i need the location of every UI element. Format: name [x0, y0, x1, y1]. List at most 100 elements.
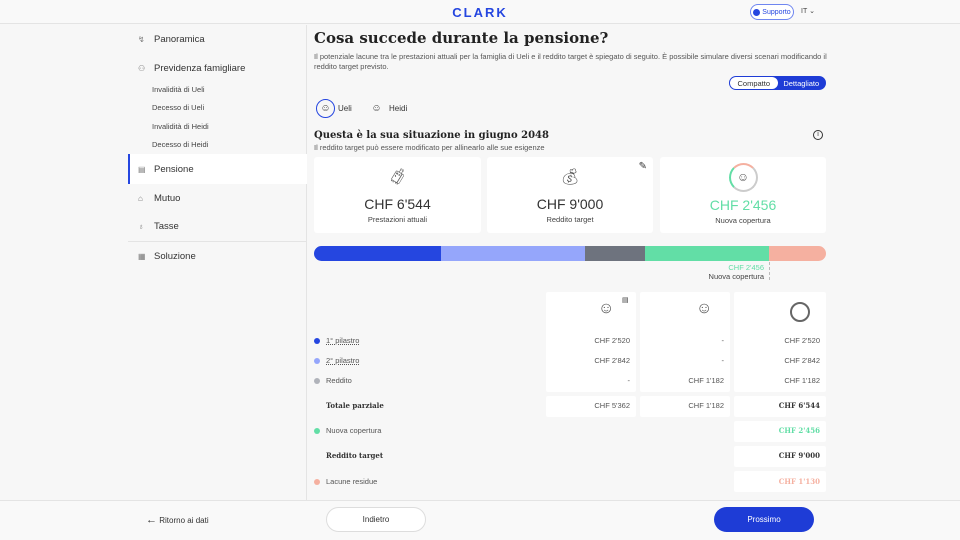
legend-dot — [314, 357, 320, 364]
toggle-compact[interactable]: Compatto — [730, 77, 778, 89]
suitcase-icon: ▤ — [622, 297, 629, 304]
sidebar: ↯ Panoramica ⚇ Previdenza famigliare Inval… — [128, 25, 307, 500]
subtotal-total: CHF 6'544 — [778, 401, 820, 410]
gap-cell — [734, 471, 826, 492]
card-new-coverage: ☺ CHF 2'456 Nuova copertura — [660, 157, 826, 233]
row-label[interactable]: 2° pilastro — [326, 356, 360, 365]
target-cell — [734, 446, 826, 467]
card-value: CHF 2'456 — [709, 197, 777, 213]
gap-value: CHF 1'130 — [778, 477, 820, 486]
support-label: Supporto — [762, 8, 791, 16]
card-label: Prestazioni attuali — [367, 215, 428, 224]
bar-segment — [314, 246, 442, 261]
next-button[interactable]: Prossimo — [714, 507, 814, 532]
card-label: Reddito target — [546, 215, 594, 224]
table-cell: - — [721, 336, 725, 345]
sidebar-item-tasse[interactable]: ♁ Tasse — [128, 211, 307, 241]
column-total — [734, 292, 826, 392]
bar-segment — [585, 246, 645, 261]
sidebar-item-soluzione[interactable]: ▦ Soluzione — [128, 241, 307, 271]
money-bag-icon: 💰︎ — [559, 169, 581, 186]
bar-segment — [768, 246, 826, 261]
legend-dot — [314, 427, 320, 434]
divider — [128, 241, 307, 242]
document-icon: ▦ — [138, 251, 146, 261]
sidebar-item-label: Soluzione — [154, 250, 196, 262]
sidebar-item-panoramica[interactable]: ↯ Panoramica — [128, 24, 307, 54]
person-tab-heidi[interactable]: ☺ Heidi — [367, 99, 407, 118]
legend-dot — [314, 478, 320, 485]
footer — [0, 500, 960, 540]
bar-marker — [769, 262, 770, 280]
card-target-income: ✎ 💰︎ CHF 9'000 Reddito target — [487, 157, 653, 233]
legend-dot — [314, 337, 320, 344]
table-cell: CHF 2'520 — [594, 336, 630, 345]
table-row: 1° pilastro — [314, 336, 359, 345]
subtotal-cell — [640, 396, 730, 417]
chart-icon: ↯ — [138, 34, 145, 44]
target-value: CHF 9'000 — [778, 451, 820, 460]
language-select[interactable]: IT ⌄ — [801, 7, 815, 15]
table-cell: - — [721, 356, 725, 365]
sidebar-subitem[interactable]: Invalidità di Heidi — [152, 122, 209, 131]
view-toggle[interactable]: Compatto Dettagliato — [729, 76, 826, 90]
subtotal-cell — [734, 396, 826, 417]
coverage-bar — [314, 246, 826, 261]
table-cell: CHF 2'520 — [784, 336, 820, 345]
page-title: Cosa succede durante la pensione? — [314, 29, 609, 47]
subtotal-heidi: CHF 1'182 — [688, 401, 724, 410]
row-label: Nuova copertura — [326, 426, 382, 435]
sidebar-item-previdenza[interactable]: ⚇ Previdenza famigliare — [128, 53, 307, 83]
table-cell: - — [627, 376, 631, 385]
logo: CLARK — [452, 5, 508, 20]
card-value: CHF 6'544 — [364, 196, 431, 212]
info-icon[interactable]: i — [813, 130, 823, 140]
sidebar-item-label: Previdenza famigliare — [154, 62, 246, 74]
language-label: IT — [801, 8, 808, 15]
card-label: Nuova copertura — [715, 216, 771, 225]
man-avatar-icon: ☺ — [316, 99, 335, 118]
sidebar-item-pensione[interactable]: ▤ Pensione — [128, 154, 307, 184]
chevron-down-icon: ⌄ — [809, 8, 815, 15]
legend-dot — [314, 377, 320, 384]
row-label[interactable]: 1° pilastro — [326, 336, 360, 345]
sidebar-item-label: Pensione — [154, 163, 194, 175]
toggle-detailed[interactable]: Dettagliato — [783, 78, 820, 88]
column-ueli: ☺ ▤ — [546, 292, 636, 392]
header — [0, 0, 960, 24]
subtotal-ueli: CHF 5'362 — [594, 401, 630, 410]
coverage-cell — [734, 421, 826, 442]
table-row: Reddito — [314, 376, 352, 385]
sidebar-subitem[interactable]: Decesso di Heidi — [152, 140, 209, 149]
table-cell: CHF 1'182 — [784, 376, 820, 385]
row-label: Lacune residue — [326, 477, 378, 486]
support-button[interactable]: Supporto — [750, 4, 794, 20]
sidebar-item-mutuo[interactable]: ⌂ Mutuo — [128, 183, 307, 213]
person-tab-ueli[interactable]: ☺ Ueli — [316, 99, 352, 118]
support-icon — [753, 8, 761, 16]
sidebar-subitem[interactable]: Decesso di Ueli — [152, 103, 205, 112]
suitcase-icon: 🧳︎ — [387, 169, 408, 186]
subtotal-cell — [546, 396, 636, 417]
suitcase-icon: ▤ — [138, 164, 146, 174]
bar-label: CHF 2'456 Nuova copertura — [640, 263, 764, 281]
situation-title: Questa è la sua situazione in giugno 204… — [314, 130, 549, 141]
bar-label-value: CHF 2'456 — [728, 263, 764, 272]
target-label: Reddito target — [326, 451, 384, 460]
pencil-icon[interactable]: ✎ — [638, 161, 647, 172]
card-current-benefits: 🧳︎ CHF 6'544 Prestazioni attuali — [314, 157, 481, 233]
table-cell: CHF 1'182 — [688, 376, 724, 385]
table-row: 2° pilastro — [314, 356, 359, 365]
previous-button[interactable]: Indietro — [326, 507, 426, 532]
row-new-coverage: Nuova copertura — [314, 426, 381, 435]
bar-label-text: Nuova copertura — [708, 272, 764, 281]
person-name: Ueli — [338, 104, 352, 113]
sidebar-item-label: Panoramica — [154, 33, 205, 45]
sidebar-subitem[interactable]: Invalidità di Ueli — [152, 85, 205, 94]
woman-icon: ☺ — [696, 300, 713, 317]
pie-icon — [790, 302, 810, 322]
sidebar-item-label: Mutuo — [154, 192, 181, 204]
situation-subtitle: Il reddito target può essere modificato … — [314, 143, 545, 152]
woman-avatar-icon: ☺ — [371, 103, 382, 114]
back-to-data-link[interactable]: ← Ritorno ai dati — [146, 514, 209, 526]
